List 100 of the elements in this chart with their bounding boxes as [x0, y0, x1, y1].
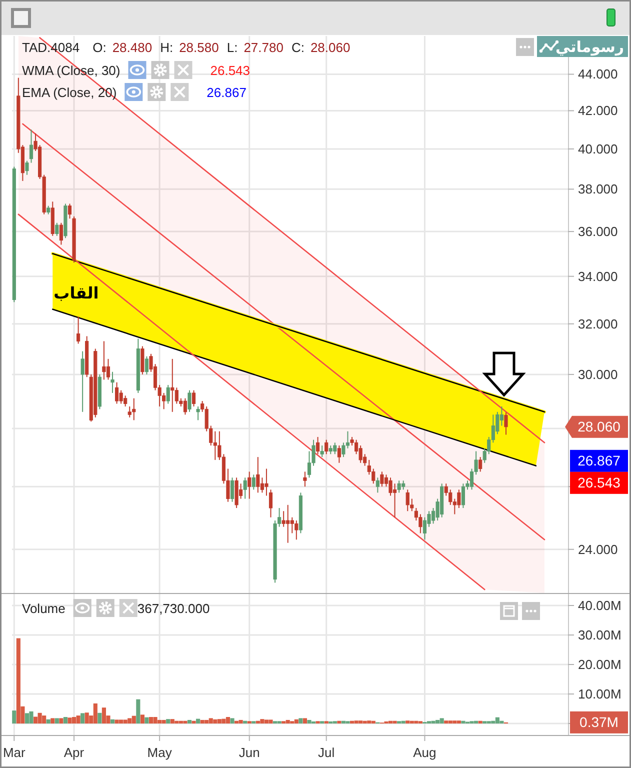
bar: [401, 720, 406, 724]
annotation: 367,730.000: [137, 601, 210, 616]
candlestick: [461, 483, 466, 508]
y-tick-label: 40.00M: [578, 598, 622, 614]
bar: [256, 720, 260, 724]
y-tick-label: 32.000: [578, 316, 618, 332]
y-tick-label: 34.000: [578, 268, 618, 284]
bar: [406, 720, 410, 724]
bar: [114, 720, 119, 724]
bar: [204, 720, 209, 724]
candlestick: [388, 477, 392, 496]
candlestick: [422, 516, 427, 540]
bar: [444, 720, 448, 724]
bar: [226, 717, 230, 724]
bar: [12, 710, 16, 724]
candlestick: [504, 412, 508, 436]
bar: [264, 720, 269, 724]
x-tick-label: Mar: [2, 745, 26, 760]
x-tick-label: Aug: [413, 745, 436, 760]
bar: [238, 720, 243, 724]
candlestick: [372, 468, 376, 484]
bar: [132, 716, 136, 724]
candlestick: [333, 442, 337, 455]
y-tick-label: 20.00M: [578, 657, 622, 672]
candlestick: [418, 514, 422, 534]
bar: [29, 711, 34, 724]
text: 26.543: [578, 474, 621, 490]
bar: [234, 720, 239, 724]
y-tick-label: 40.000: [578, 141, 618, 156]
bar: [213, 719, 218, 724]
bar: [294, 719, 298, 724]
bar: [367, 720, 372, 724]
bar: [456, 720, 461, 724]
bar: [170, 719, 174, 724]
candlestick: [183, 398, 188, 416]
bar: [110, 719, 115, 724]
y-tick-label: 10.00M: [578, 686, 622, 702]
bar: [495, 717, 500, 724]
y-tick-label: 44.000: [578, 66, 618, 82]
candlestick: [110, 371, 114, 394]
bar: [302, 718, 307, 724]
candlestick: [170, 358, 174, 412]
candlestick: [132, 398, 136, 421]
bar: [230, 718, 234, 724]
bar: [136, 699, 140, 724]
bar: [200, 720, 204, 724]
bar: [431, 720, 436, 724]
bar: [410, 720, 414, 724]
bar: [414, 720, 418, 724]
candlestick: [380, 471, 384, 488]
bar: [354, 720, 358, 724]
bar: [178, 720, 183, 724]
x-tick-label: May: [147, 745, 172, 760]
bar: [144, 717, 149, 724]
bar: [38, 712, 42, 724]
candlestick: [268, 489, 273, 518]
text: 26.867: [578, 452, 621, 468]
candlestick: [324, 439, 328, 455]
candlestick: [264, 468, 268, 496]
candlestick: [320, 445, 324, 458]
y-tick-label: 30.00M: [578, 628, 622, 642]
candlestick: [303, 471, 307, 488]
bar: [16, 638, 20, 724]
bar: [72, 717, 76, 724]
bar: [222, 718, 226, 724]
x-tick-label: Jun: [238, 745, 260, 760]
bar: [166, 719, 170, 724]
bar: [307, 720, 312, 724]
annotation: 26.543: [210, 63, 250, 78]
bar: [98, 712, 102, 724]
candlestick: [282, 510, 286, 528]
bar: [371, 720, 376, 724]
candlestick: [256, 456, 260, 494]
annotation: 26.867: [206, 85, 246, 100]
bar: [123, 720, 128, 724]
bar: [461, 720, 466, 724]
bar: [350, 720, 354, 724]
bar: [268, 720, 273, 724]
candlestick: [119, 390, 123, 404]
bar: [46, 719, 50, 724]
bar: [93, 703, 98, 724]
candlestick: [376, 477, 380, 494]
bar: [63, 717, 68, 724]
candlestick: [59, 222, 63, 246]
candlestick: [55, 222, 59, 236]
bar: [84, 712, 89, 724]
bar: [187, 720, 192, 724]
candlestick: [397, 480, 401, 494]
bar: [68, 718, 72, 724]
candlestick: [114, 382, 119, 404]
bar: [452, 720, 457, 724]
bar: [128, 718, 132, 724]
candlestick: [392, 483, 397, 518]
bar: [196, 718, 200, 724]
candlestick: [106, 358, 110, 380]
candlestick: [192, 390, 196, 407]
bar: [153, 717, 158, 724]
candlestick: [478, 456, 482, 472]
candlestick: [457, 489, 461, 508]
candlestick: [140, 346, 144, 375]
